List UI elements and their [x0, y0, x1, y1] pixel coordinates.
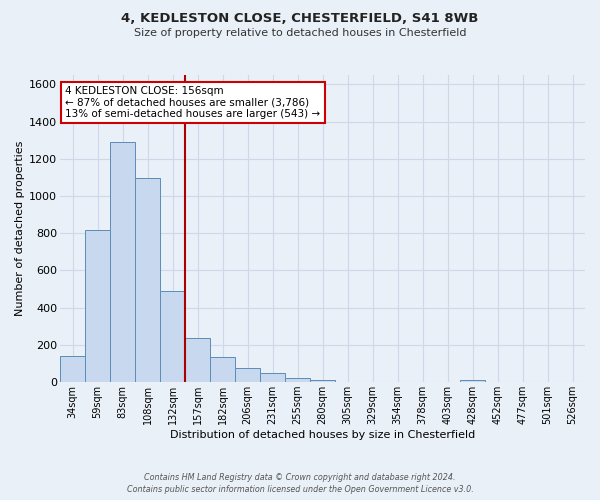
Bar	[135, 178, 160, 382]
Text: Contains HM Land Registry data © Crown copyright and database right 2024.: Contains HM Land Registry data © Crown c…	[144, 472, 456, 482]
Bar	[210, 358, 235, 382]
Bar	[60, 356, 85, 382]
Y-axis label: Number of detached properties: Number of detached properties	[15, 141, 25, 316]
Text: Size of property relative to detached houses in Chesterfield: Size of property relative to detached ho…	[134, 28, 466, 38]
Bar	[310, 380, 335, 382]
Bar	[235, 368, 260, 382]
Bar	[260, 373, 285, 382]
Text: 4 KEDLESTON CLOSE: 156sqm
← 87% of detached houses are smaller (3,786)
13% of se: 4 KEDLESTON CLOSE: 156sqm ← 87% of detac…	[65, 86, 320, 119]
Bar	[185, 338, 210, 382]
Bar	[285, 378, 310, 382]
Bar	[110, 142, 135, 382]
Text: 4, KEDLESTON CLOSE, CHESTERFIELD, S41 8WB: 4, KEDLESTON CLOSE, CHESTERFIELD, S41 8W…	[121, 12, 479, 26]
Text: Contains public sector information licensed under the Open Government Licence v3: Contains public sector information licen…	[127, 485, 473, 494]
X-axis label: Distribution of detached houses by size in Chesterfield: Distribution of detached houses by size …	[170, 430, 475, 440]
Bar	[85, 230, 110, 382]
Bar	[160, 291, 185, 382]
Bar	[460, 380, 485, 382]
